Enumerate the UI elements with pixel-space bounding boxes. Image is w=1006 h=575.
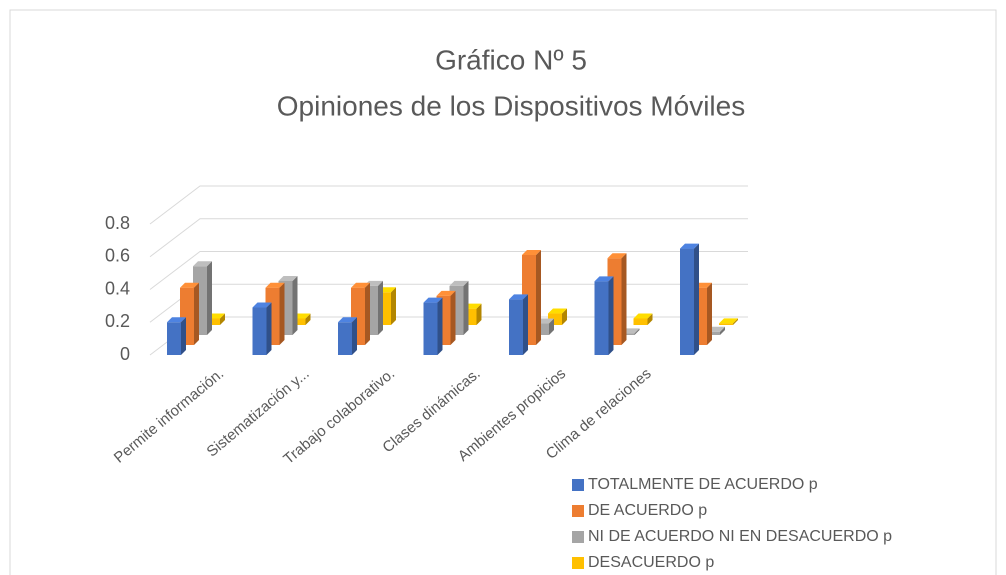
bar-top — [522, 249, 541, 255]
bar-side — [365, 282, 370, 345]
bar-side — [536, 249, 541, 345]
bar — [548, 308, 567, 325]
bar-side — [634, 328, 640, 335]
chart-title: Gráfico Nº 5 — [435, 44, 587, 75]
bar-top — [719, 318, 738, 324]
bar-top — [436, 290, 456, 296]
bar-front — [680, 248, 694, 355]
legend-swatch — [572, 505, 584, 517]
bar-top — [167, 317, 186, 323]
bar-front — [620, 333, 635, 335]
bar — [509, 294, 528, 355]
bar — [265, 282, 285, 345]
bar — [594, 276, 614, 355]
bar-side — [279, 282, 285, 345]
bar-front — [706, 331, 720, 335]
bar-top — [548, 308, 567, 314]
y-tick-label: 0.8 — [105, 213, 130, 233]
bar-top — [680, 243, 699, 249]
bar-front — [423, 302, 438, 355]
bar-front — [338, 322, 352, 355]
legend-swatch — [572, 557, 584, 569]
bar-top — [193, 261, 212, 267]
bar — [423, 297, 443, 355]
bar-side — [378, 280, 383, 335]
chart-border — [9, 9, 997, 575]
bar-front — [633, 318, 648, 325]
bar-side — [266, 302, 272, 355]
bar-front — [206, 318, 220, 325]
bar — [680, 243, 699, 355]
bar-top — [278, 275, 298, 281]
bar-top — [594, 276, 614, 282]
legend-swatch — [572, 479, 584, 491]
legend-label: TOTALMENTE DE ACUERDO p — [588, 476, 818, 493]
bar-front — [509, 299, 523, 355]
y-tick-label: 0.2 — [105, 311, 130, 331]
bar-side — [305, 313, 311, 325]
bar — [719, 318, 738, 325]
bar-top — [449, 280, 469, 286]
bar-side — [549, 318, 554, 335]
bar — [167, 317, 186, 355]
bar-side — [207, 261, 212, 335]
bar-side — [220, 313, 225, 325]
bar-side — [391, 287, 396, 325]
bar-side — [707, 282, 712, 345]
bar-top — [351, 282, 370, 288]
bar-side — [352, 317, 357, 355]
bar-top — [423, 297, 443, 303]
bar-front — [291, 318, 306, 325]
y-tick-label: 0.4 — [105, 278, 130, 298]
chart-subtitle: Opiniones de los Dispositivos Móviles — [277, 90, 745, 121]
bar-side — [733, 318, 738, 325]
grid-line — [149, 185, 748, 225]
bar-side — [608, 276, 614, 355]
grid-line — [149, 251, 748, 290]
bar-top — [252, 302, 272, 308]
y-tick-label: 0 — [120, 344, 130, 364]
legend-label: NI DE ACUERDO NI EN DESACUERDO p — [588, 528, 892, 545]
bar-front — [167, 322, 181, 355]
bar-side — [292, 275, 298, 335]
bar-side — [621, 253, 627, 345]
bar-side — [694, 243, 699, 355]
bar-side — [523, 294, 528, 355]
bar-top — [338, 317, 357, 323]
legend-label: DE ACUERDO p — [588, 502, 707, 519]
bar — [338, 317, 357, 355]
bar-top — [265, 282, 285, 288]
bar-top — [509, 294, 528, 300]
bar-side — [450, 290, 456, 345]
bar-side — [562, 308, 567, 325]
bar — [633, 313, 653, 325]
bar-top — [180, 282, 199, 288]
bar-side — [437, 297, 443, 355]
bar-top — [607, 253, 627, 259]
bar-side — [194, 282, 199, 345]
bar-front — [535, 323, 549, 335]
bar-side — [647, 313, 653, 325]
bar-side — [476, 303, 482, 325]
bar-side — [463, 280, 469, 335]
bar-side — [181, 317, 186, 355]
grid-line — [149, 218, 748, 258]
legend-swatch — [572, 531, 584, 543]
bar-side — [720, 326, 725, 335]
bar-front — [719, 323, 733, 325]
bar-top — [633, 313, 653, 319]
legend-label: DESACUERDO p — [588, 554, 714, 571]
bar-front — [594, 281, 609, 355]
y-tick-label: 0.6 — [105, 246, 130, 266]
bar-front — [548, 313, 562, 325]
bar — [252, 302, 272, 355]
bar-front — [252, 307, 267, 355]
